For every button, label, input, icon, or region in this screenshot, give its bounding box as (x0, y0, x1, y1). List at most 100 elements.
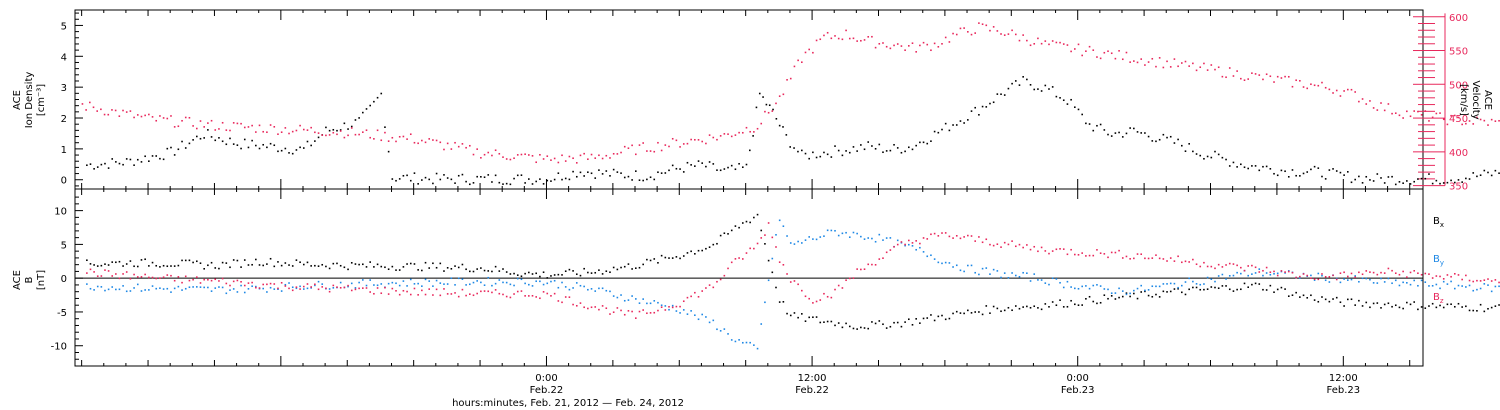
top-data-point (594, 157, 597, 159)
bottom-data-point (148, 265, 150, 267)
bottom-data-point (1007, 243, 1010, 246)
bottom-data-point (1335, 277, 1338, 280)
bottom-data-point (760, 323, 763, 325)
bottom-data-point (513, 293, 515, 295)
top-data-point (1136, 61, 1139, 64)
top-data-point (1147, 135, 1150, 138)
top-data-point (539, 154, 541, 156)
bottom-data-point (1321, 273, 1323, 275)
bottom-data-point (402, 280, 405, 282)
top-data-point (465, 146, 467, 149)
bottom-data-point (166, 287, 169, 290)
top-data-point (1214, 150, 1216, 153)
bottom-data-point (1461, 278, 1463, 281)
bottom-data-point (797, 316, 799, 319)
top-data-point (317, 136, 320, 139)
bottom-data-point (546, 292, 549, 295)
top-data-point (1465, 122, 1467, 125)
bottom-data-point (1140, 253, 1143, 255)
bottom-data-point (1265, 289, 1268, 291)
bottom-data-point (457, 277, 460, 280)
top-data-point (498, 152, 501, 155)
bottom-data-point (483, 290, 486, 292)
top-data-point (815, 39, 818, 42)
bottom-data-point (1195, 263, 1198, 266)
top-data-point (170, 146, 172, 149)
top-data-point (494, 174, 497, 177)
bottom-data-point (1037, 307, 1039, 309)
top-data-point (1018, 84, 1021, 86)
bottom-data-point (314, 283, 316, 286)
bottom-data-point (605, 289, 608, 292)
bottom-data-point (1273, 270, 1275, 273)
bottom-left-tick-label: 0 (61, 274, 67, 285)
top-data-point (177, 125, 180, 128)
bottom-data-point (612, 295, 615, 297)
bottom-data-point (845, 279, 847, 282)
bottom-data-point (1354, 275, 1356, 277)
top-data-point (908, 146, 910, 149)
bottom-data-point (1077, 254, 1080, 256)
bottom-data-point (557, 300, 560, 302)
top-data-point (229, 137, 231, 140)
bottom-data-point (387, 268, 390, 271)
top-left-tick-label: 2 (61, 114, 67, 125)
top-data-point (896, 43, 899, 45)
bottom-data-point (1147, 289, 1150, 291)
bottom-data-point (236, 259, 239, 262)
bottom-data-point (369, 261, 371, 263)
top-data-point (690, 138, 692, 141)
bottom-data-point (649, 259, 652, 262)
top-data-point (1221, 156, 1224, 159)
top-data-point (520, 153, 523, 156)
top-data-point (107, 167, 110, 169)
bottom-data-point (1096, 284, 1098, 286)
top-data-point (1335, 170, 1338, 172)
top-data-point (166, 147, 169, 150)
bottom-data-point (1498, 281, 1500, 284)
bottom-data-point (1236, 288, 1238, 291)
top-data-point (605, 170, 608, 172)
top-data-point (1476, 116, 1478, 119)
top-data-point (1324, 178, 1327, 180)
top-data-point (1494, 169, 1497, 172)
top-data-point (1284, 170, 1286, 173)
bottom-data-point (738, 339, 740, 341)
bottom-data-point (712, 286, 715, 289)
bottom-data-point (561, 281, 563, 284)
top-data-point (155, 119, 158, 122)
top-data-point (133, 164, 135, 166)
top-data-point (373, 138, 375, 140)
top-data-point (579, 154, 582, 157)
bottom-data-point (819, 321, 822, 324)
bottom-data-point (885, 251, 888, 254)
bottom-data-point (306, 283, 309, 285)
legend-bz: Bz (1433, 292, 1444, 305)
top-data-point (1398, 114, 1401, 117)
legend-by: By (1433, 254, 1444, 267)
top-data-point (1059, 97, 1061, 99)
bottom-data-point (1085, 298, 1087, 300)
bottom-data-point (144, 273, 146, 276)
bottom-data-point (922, 317, 925, 320)
bottom-data-point (1026, 272, 1028, 274)
top-data-point (181, 140, 183, 143)
bottom-data-point (1166, 291, 1168, 293)
bottom-data-point (620, 266, 622, 269)
bottom-data-point (1151, 285, 1154, 288)
bottom-data-point (273, 265, 276, 268)
bottom-data-point (125, 271, 128, 273)
top-data-point (1118, 50, 1120, 52)
top-right-axis-title-line2: Velocity (1470, 80, 1481, 119)
bottom-data-point (1051, 301, 1054, 303)
top-data-point (192, 125, 194, 127)
bottom-data-point (1203, 261, 1205, 264)
bottom-data-point (874, 240, 877, 243)
top-data-point (638, 144, 641, 146)
bottom-data-point (575, 304, 578, 307)
top-data-point (819, 38, 822, 41)
bottom-data-point (424, 261, 427, 264)
top-data-point (671, 164, 674, 167)
bottom-data-point (468, 293, 471, 295)
bottom-data-point (575, 273, 578, 276)
